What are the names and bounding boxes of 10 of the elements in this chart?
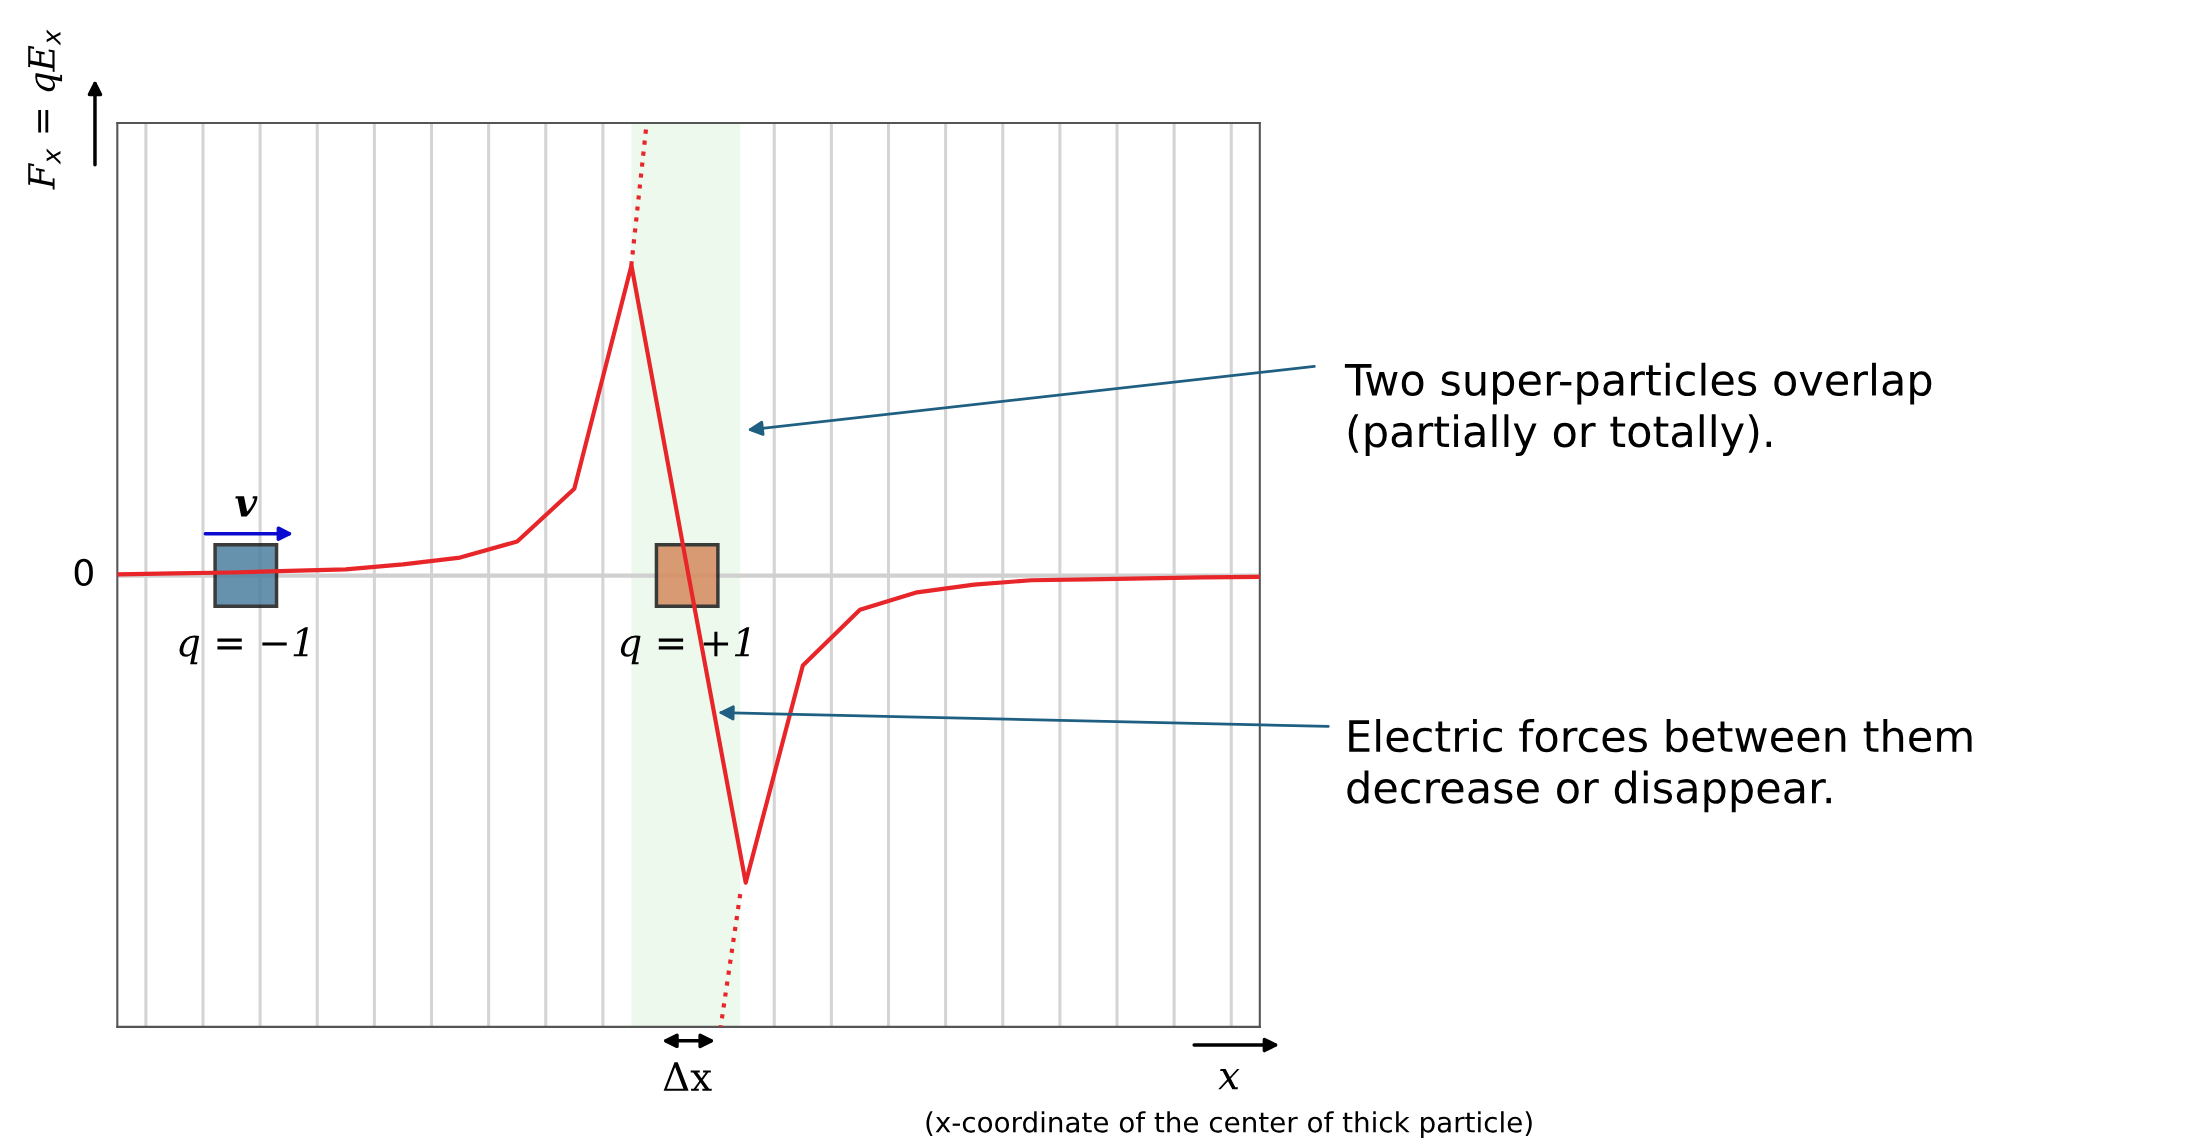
annotation: q = −1 xyxy=(179,627,308,665)
y-axis-title: F$_{x}$ = qE$_{x}$ xyxy=(28,29,63,190)
annotation: q = +1 xyxy=(620,627,750,665)
text: (x-coordinate of the center of thick particle) xyxy=(926,1111,1532,1139)
text: Electric forces between them decrease or disappear. xyxy=(1347,719,1972,813)
x-axis-title: x xyxy=(1218,1069,1240,1090)
text: Δx xyxy=(663,1062,712,1091)
text: Two super-particles overlap (partially or totally). xyxy=(1344,362,1932,456)
annotation: v xyxy=(235,496,258,517)
text: 0 xyxy=(74,558,93,587)
